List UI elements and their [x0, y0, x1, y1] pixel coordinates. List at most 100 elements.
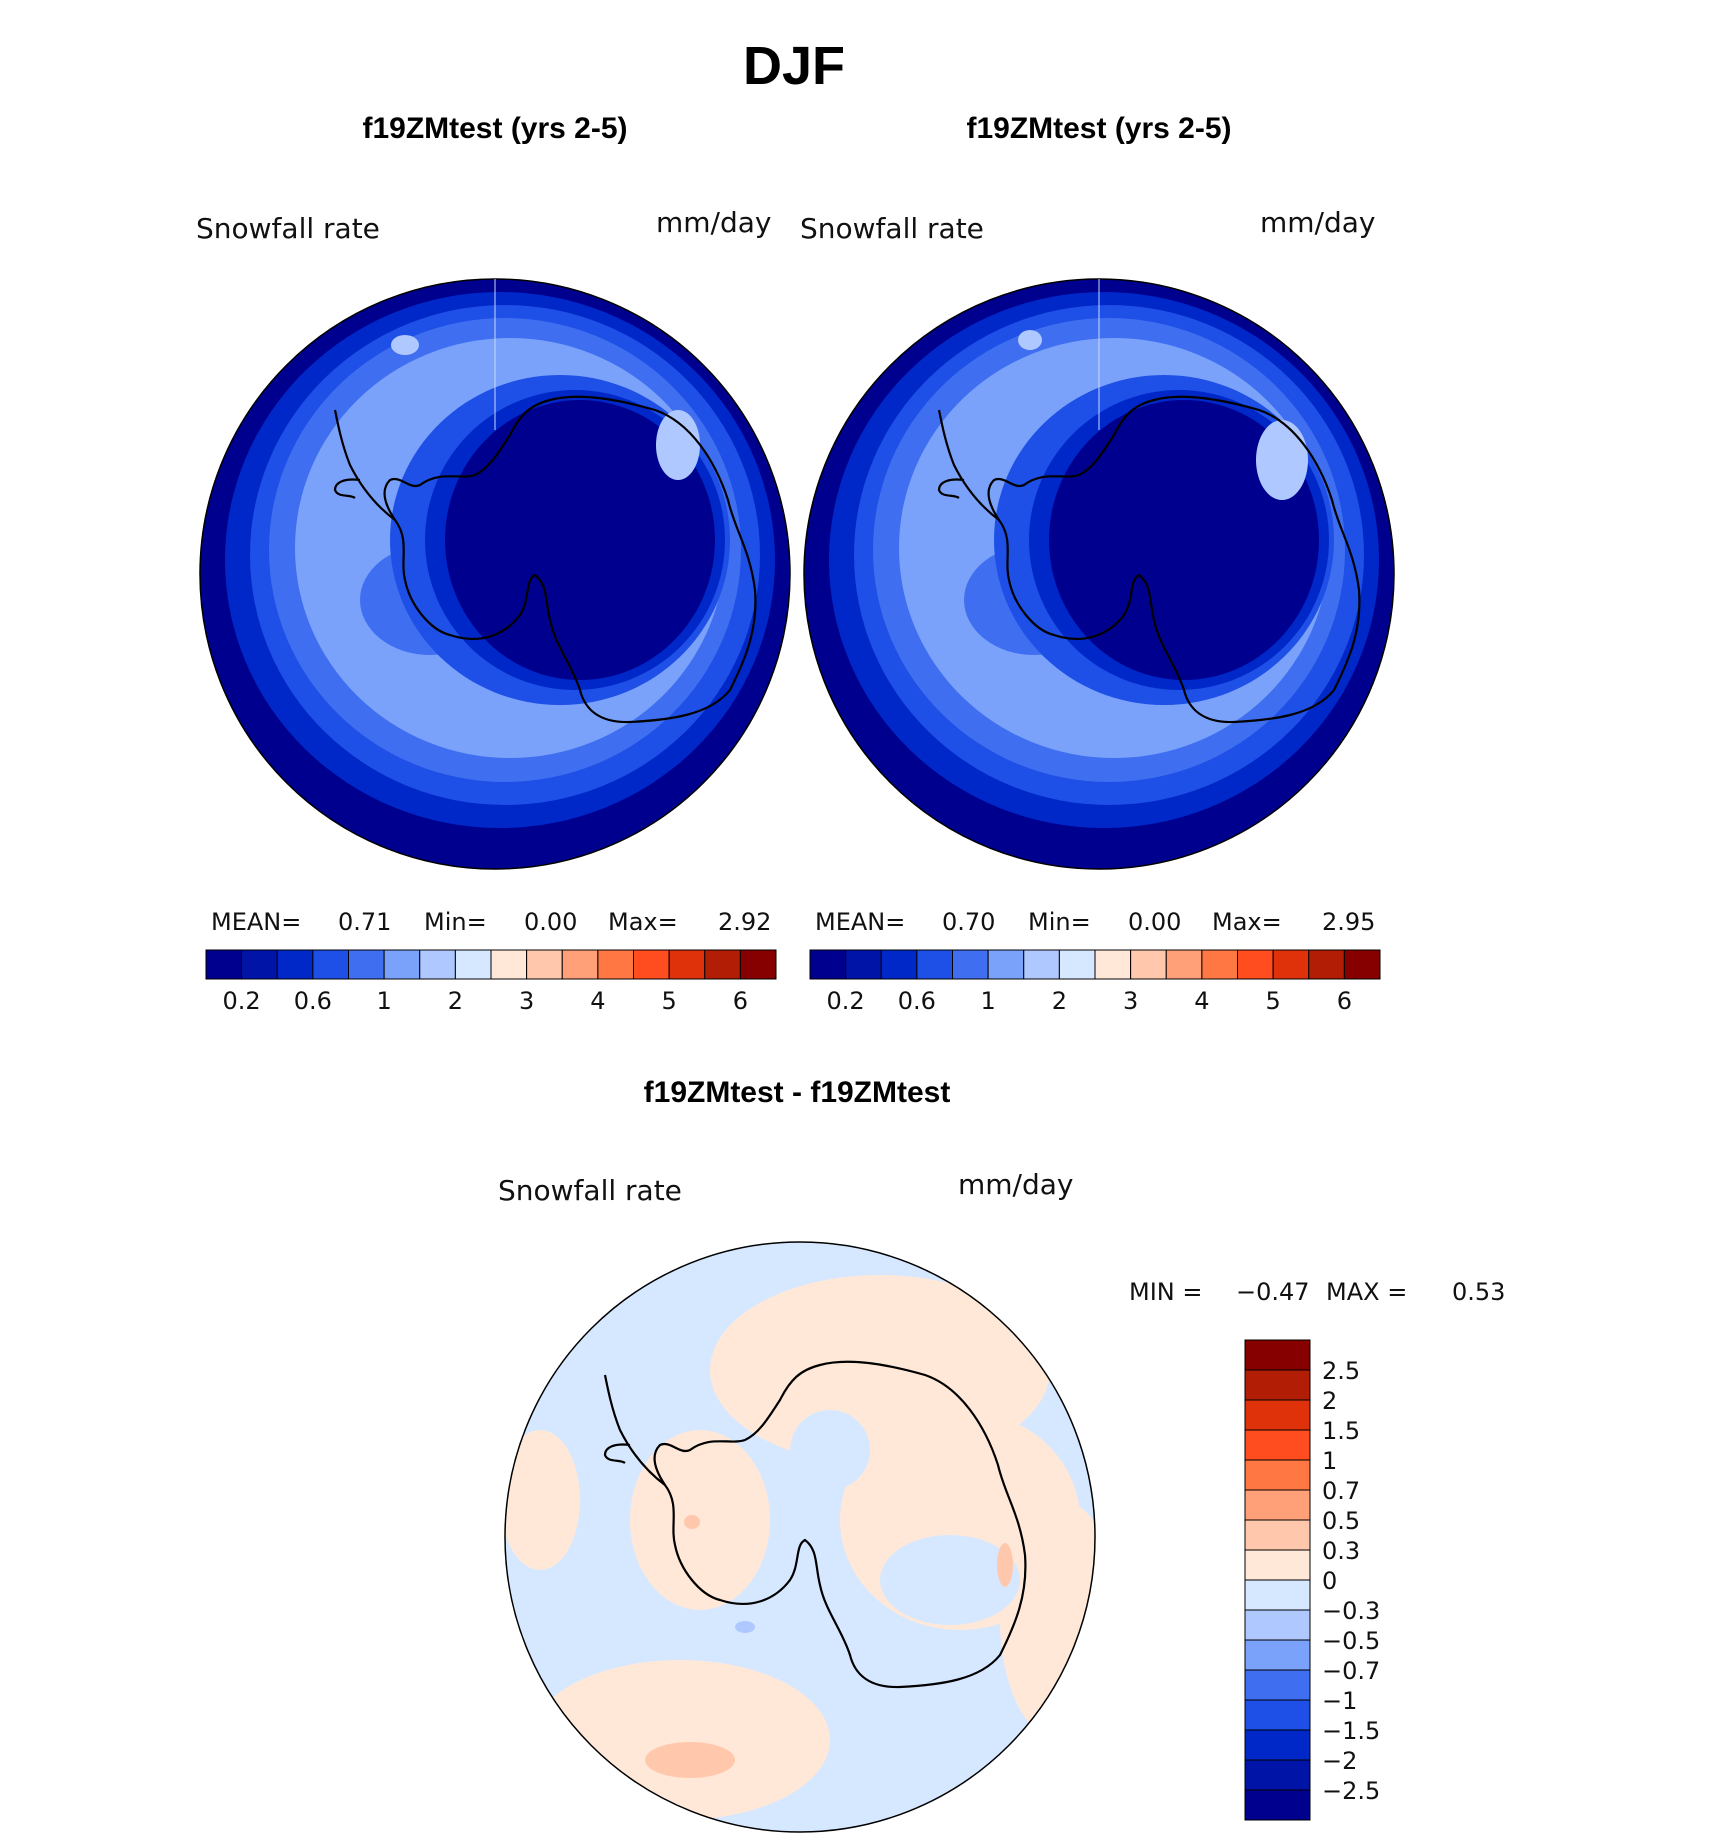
- panel-a-max-label: Max=: [608, 908, 678, 936]
- colorbar-tick-label: 1: [1322, 1447, 1337, 1475]
- panel-a-mean-value: 0.71: [338, 908, 391, 936]
- panel-a-title: f19ZMtest (yrs 2-5): [362, 112, 627, 145]
- panel-a-colorbar: 0.2 0.6 1 2 3 4 5 6: [205, 949, 777, 1015]
- panel-b-map: [804, 279, 1394, 869]
- colorbar-swatch: [1244, 1549, 1311, 1581]
- colorbar-swatch: [1272, 949, 1310, 980]
- colorbar-tick-label: 0.6: [898, 987, 936, 1015]
- map-b-patch-2: [1018, 330, 1042, 350]
- colorbar-tick-label: 3: [1123, 987, 1138, 1015]
- colorbar-swatch: [1308, 949, 1345, 980]
- panel-b-mean-value: 0.70: [942, 908, 995, 936]
- panel-b-title: f19ZMtest (yrs 2-5): [966, 112, 1231, 145]
- panel-c-colorbar: −2.5−2−1.5−1−0.7−0.5−0.300.30.50.711.522…: [1244, 1339, 1380, 1821]
- map-a-patch-2: [391, 335, 419, 355]
- panel-b-variable: Snowfall rate: [800, 212, 984, 245]
- colorbar-swatch: [1244, 1699, 1311, 1731]
- colorbar-tick-label: 6: [1337, 987, 1352, 1015]
- colorbar-tick-label: 1.5: [1322, 1417, 1360, 1445]
- colorbar-swatch: [597, 949, 634, 980]
- colorbar-swatch: [1343, 949, 1381, 980]
- colorbar-swatch: [1244, 1429, 1311, 1461]
- colorbar-swatch: [1244, 1519, 1311, 1551]
- colorbar-swatch: [241, 949, 278, 980]
- panel-c-stats: MIN = −0.47 MAX = 0.53: [1129, 1278, 1505, 1306]
- map-a-core: [445, 400, 715, 680]
- colorbar-tick-label: 2.5: [1322, 1357, 1360, 1385]
- colorbar-tick-label: −0.5: [1322, 1627, 1380, 1655]
- map-a-patch-1: [656, 410, 700, 480]
- colorbar-swatch: [561, 949, 599, 980]
- colorbar-swatch: [1094, 949, 1132, 980]
- panel-b-stats: MEAN= 0.70 Min= 0.00 Max= 2.95: [815, 908, 1375, 936]
- colorbar-tick-label: 0.5: [1322, 1507, 1360, 1535]
- panel-a-min-value: 0.00: [524, 908, 577, 936]
- colorbar-tick-label: 0.3: [1322, 1537, 1360, 1565]
- colorbar-tick-label: −2.5: [1322, 1777, 1380, 1805]
- figure-title: DJF: [743, 36, 845, 96]
- colorbar-swatch: [348, 949, 385, 980]
- colorbar-swatch: [1023, 949, 1060, 980]
- panel-c: f19ZMtest - f19ZMtest Snowfall rate mm/d…: [498, 1076, 1505, 1833]
- colorbar-tick-label: 2: [448, 987, 463, 1015]
- panel-b-min-label: Min=: [1028, 908, 1091, 936]
- panel-a-min-label: Min=: [424, 908, 487, 936]
- colorbar-tick-label: 0.2: [827, 987, 865, 1015]
- panel-c-max-value: 0.53: [1452, 1278, 1505, 1306]
- colorbar-swatch: [880, 949, 918, 980]
- panel-c-map: [505, 1242, 1095, 1832]
- colorbar-swatch: [312, 949, 349, 980]
- colorbar-swatch: [490, 949, 528, 980]
- colorbar-swatch: [952, 949, 989, 980]
- colorbar-swatch: [1244, 1669, 1311, 1701]
- colorbar-tick-label: 4: [590, 987, 605, 1015]
- colorbar-swatch: [1244, 1789, 1311, 1821]
- map-c-pos-5: [505, 1430, 580, 1570]
- colorbar-tick-label: 0.2: [223, 987, 261, 1015]
- colorbar-swatch: [1244, 1339, 1311, 1371]
- colorbar-swatch: [1165, 949, 1203, 980]
- colorbar-tick-label: 1: [980, 987, 995, 1015]
- panel-c-min-label: MIN =: [1129, 1278, 1202, 1306]
- colorbar-tick-label: 5: [1265, 987, 1280, 1015]
- panel-a-max-value: 2.92: [718, 908, 771, 936]
- colorbar-tick-label: 0.6: [294, 987, 332, 1015]
- colorbar-swatch: [1244, 1399, 1311, 1431]
- colorbar-swatch: [454, 949, 492, 980]
- colorbar-swatch: [809, 949, 847, 980]
- colorbar-swatch: [383, 949, 421, 980]
- panel-a-mean-label: MEAN=: [211, 908, 301, 936]
- panel-a-variable: Snowfall rate: [196, 212, 380, 245]
- map-c-neg-strong-1: [735, 1621, 755, 1633]
- colorbar-swatch: [1237, 949, 1274, 980]
- colorbar-tick-label: 4: [1194, 987, 1209, 1015]
- colorbar-swatch: [704, 949, 741, 980]
- colorbar-swatch: [419, 949, 456, 980]
- colorbar-swatch: [1244, 1489, 1311, 1521]
- panel-c-max-label: MAX =: [1326, 1278, 1407, 1306]
- colorbar-tick-label: 5: [661, 987, 676, 1015]
- panel-b-units: mm/day: [1260, 206, 1376, 239]
- panel-b-max-value: 2.95: [1322, 908, 1375, 936]
- panel-b-min-value: 0.00: [1128, 908, 1181, 936]
- panel-b: f19ZMtest (yrs 2-5) Snowfall rate mm/day…: [800, 112, 1395, 1015]
- colorbar-swatch: [1244, 1759, 1311, 1791]
- panel-c-min-value: −0.47: [1236, 1278, 1310, 1306]
- panel-a: f19ZMtest (yrs 2-5) Snowfall rate mm/day…: [196, 112, 791, 1015]
- colorbar-swatch: [276, 949, 314, 980]
- panel-a-units: mm/day: [656, 206, 772, 239]
- map-c-pos-3: [630, 1430, 770, 1610]
- colorbar-tick-label: 2: [1322, 1387, 1337, 1415]
- colorbar-swatch: [1058, 949, 1096, 980]
- colorbar-swatch: [205, 949, 243, 980]
- colorbar-swatch: [1244, 1579, 1311, 1611]
- colorbar-swatch: [1244, 1609, 1311, 1641]
- panel-b-mean-label: MEAN=: [815, 908, 905, 936]
- panel-b-colorbar: 0.2 0.6 1 2 3 4 5 6: [809, 949, 1381, 1015]
- colorbar-tick-label: −2: [1322, 1747, 1357, 1775]
- map-c-pos-6: [1000, 1500, 1095, 1740]
- colorbar-tick-label: 3: [519, 987, 534, 1015]
- map-c-pos-strong-3: [684, 1515, 700, 1529]
- colorbar-swatch: [1244, 1459, 1311, 1491]
